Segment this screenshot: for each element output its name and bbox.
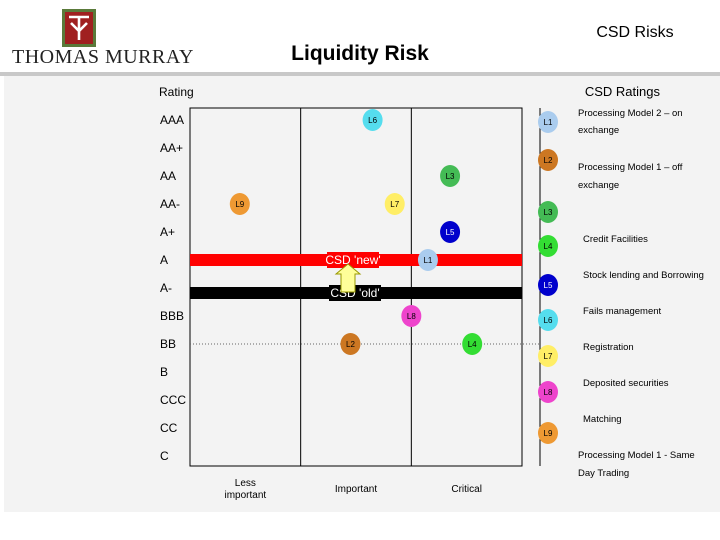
y-tick-label: CCC	[160, 393, 186, 407]
legend-entry: Processing Model 2 – on exchange	[578, 108, 683, 136]
page-supertitle: CSD Risks	[596, 24, 674, 41]
data-point-l6	[362, 109, 383, 131]
legend-marker-label: L6	[544, 316, 553, 325]
data-point-l5	[440, 221, 461, 243]
y-tick-label: A-	[160, 281, 172, 295]
data-point-label: L2	[346, 340, 355, 349]
legend-marker-l7	[538, 345, 558, 367]
y-tick-label: B	[160, 365, 168, 379]
data-point-label: L9	[235, 200, 244, 209]
legend-marker-label: L9	[544, 429, 553, 438]
y-tick-label: A	[160, 253, 168, 267]
legend-marker-l4	[538, 235, 558, 257]
legend-marker-l9	[538, 422, 558, 444]
reference-label-bg	[327, 252, 379, 268]
data-point-label: L7	[390, 200, 399, 209]
legend-marker-l5	[538, 274, 558, 296]
y-tick-label: AA	[160, 169, 176, 183]
y-tick-label: C	[160, 449, 169, 463]
y-axis-label: Rating	[159, 85, 194, 99]
data-point-l1	[417, 249, 438, 271]
data-point-l2	[340, 333, 361, 355]
legend-marker-label: L3	[544, 208, 553, 217]
x-tick-label: Important	[335, 484, 377, 495]
y-tick-label: BBB	[160, 309, 184, 323]
footer-strip	[0, 512, 720, 540]
data-point-label: L1	[423, 256, 432, 265]
data-point-l3	[440, 165, 461, 187]
header-divider	[0, 72, 720, 76]
data-point-l9	[229, 193, 250, 215]
x-tick-label: Critical	[451, 484, 482, 495]
migration-arrow-icon	[334, 263, 362, 293]
legend-marker-l2	[538, 149, 558, 171]
legend-entry: Processing Model 1 – off exchange	[578, 162, 683, 191]
data-point-label: L5	[446, 228, 455, 237]
legend-marker-label: L5	[544, 281, 553, 290]
y-tick-label: AA+	[160, 141, 183, 155]
company-name: THOMAS MURRAY	[12, 46, 194, 68]
legend-marker-label: L8	[544, 388, 553, 397]
legend-marker-l3	[538, 201, 558, 223]
logo-icon	[62, 9, 96, 47]
data-point-label: L6	[368, 116, 377, 125]
data-point-l8	[401, 305, 422, 327]
legend-entry: Fails management	[583, 306, 662, 317]
legend-entry: Credit Facilities	[583, 234, 648, 245]
right-axis-label: CSD Ratings	[585, 84, 661, 99]
y-tick-label: BB	[160, 337, 176, 351]
legend-entry: Processing Model 1 - Same Day Trading	[578, 450, 695, 479]
legend-entry: Stock lending and Borrowing	[583, 270, 704, 281]
y-tick-label: AAA	[160, 113, 184, 127]
legend-marker-label: L4	[544, 242, 553, 251]
page-title: Liquidity Risk	[291, 42, 429, 65]
legend-marker-l1	[538, 111, 558, 133]
legend-marker-label: L1	[544, 118, 553, 127]
data-point-label: L8	[407, 312, 416, 321]
y-tick-label: CC	[160, 421, 178, 435]
legend-marker-label: L7	[544, 352, 553, 361]
legend-marker-l8	[538, 381, 558, 403]
y-tick-label: AA-	[160, 197, 180, 211]
legend-entry: Matching	[583, 414, 622, 425]
legend-entry: Registration	[583, 342, 634, 353]
reference-line-label: CSD 'new'	[325, 253, 380, 267]
legend-marker-l6	[538, 309, 558, 331]
legend-entry: Deposited securities	[583, 378, 669, 389]
y-tick-label: A+	[160, 225, 175, 239]
x-tick-label: Less important	[224, 478, 266, 501]
data-point-label: L4	[468, 340, 477, 349]
data-point-l7	[384, 193, 405, 215]
data-point-label: L3	[446, 172, 455, 181]
legend-marker-label: L2	[544, 156, 553, 165]
data-point-l4	[462, 333, 483, 355]
